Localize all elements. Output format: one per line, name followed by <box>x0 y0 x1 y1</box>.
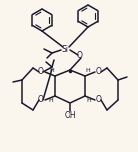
Text: H: H <box>50 69 54 74</box>
Text: O: O <box>38 95 44 105</box>
Text: O: O <box>77 50 83 59</box>
Text: O: O <box>96 95 102 105</box>
Text: O: O <box>38 67 44 76</box>
Text: OH: OH <box>64 111 76 119</box>
Text: H: H <box>49 97 53 102</box>
Text: O: O <box>96 67 102 76</box>
Text: Si: Si <box>62 45 68 55</box>
Text: H: H <box>87 97 91 102</box>
Text: H: H <box>86 69 90 74</box>
